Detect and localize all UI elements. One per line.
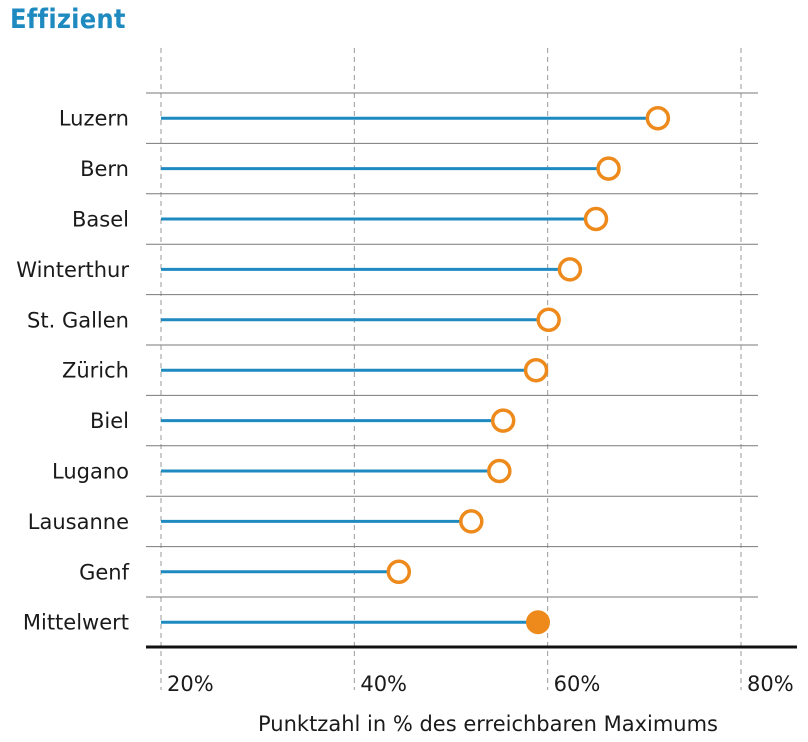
- marker-winterthur: [557, 257, 583, 282]
- category-label-bern: Bern: [80, 157, 129, 181]
- marker-lausanne: [459, 509, 484, 534]
- category-label-biel: Biel: [90, 409, 129, 433]
- row-separators: [146, 92, 758, 598]
- marker-st-gallen: [536, 307, 561, 333]
- marker-luzern: [645, 105, 671, 131]
- marker-genf: [386, 559, 412, 585]
- series-markers: [386, 105, 671, 635]
- category-label-st-gallen: St. Gallen: [27, 308, 129, 332]
- category-label-lausanne: Lausanne: [28, 510, 129, 534]
- x-tick-label-20: 20%: [167, 672, 214, 696]
- category-label-genf: Genf: [79, 560, 130, 584]
- grid-lines: [160, 48, 742, 690]
- category-label-mittelwert: Mittelwert: [23, 611, 129, 635]
- category-label-basel: Basel: [72, 208, 129, 232]
- marker-biel: [490, 408, 516, 433]
- category-label-luzern: Luzern: [59, 107, 129, 131]
- marker-basel: [583, 206, 609, 232]
- category-label-zürich: Zürich: [62, 359, 129, 383]
- marker-zürich: [523, 357, 549, 383]
- category-labels: Luzern Bern Basel Winterthur St. Gallen Züric…: [16, 107, 129, 635]
- x-tick-label-40: 40%: [360, 672, 407, 696]
- category-label-winterthur: Winterthur: [16, 258, 129, 282]
- x-tick-label-80: 80%: [747, 672, 794, 696]
- x-tick-labels: 20% 40% 60% 80%: [167, 672, 794, 696]
- category-label-lugano: Lugano: [52, 460, 129, 484]
- x-axis-label: Punktzahl in % des erreichbaren Maximums: [258, 712, 718, 736]
- marker-bern: [596, 156, 621, 181]
- chart-title: Effizient: [10, 4, 126, 35]
- marker-mittelwert: [526, 610, 550, 635]
- x-tick-label-60: 60%: [554, 672, 601, 696]
- series-lines: [161, 116, 658, 624]
- marker-lugano: [487, 458, 512, 484]
